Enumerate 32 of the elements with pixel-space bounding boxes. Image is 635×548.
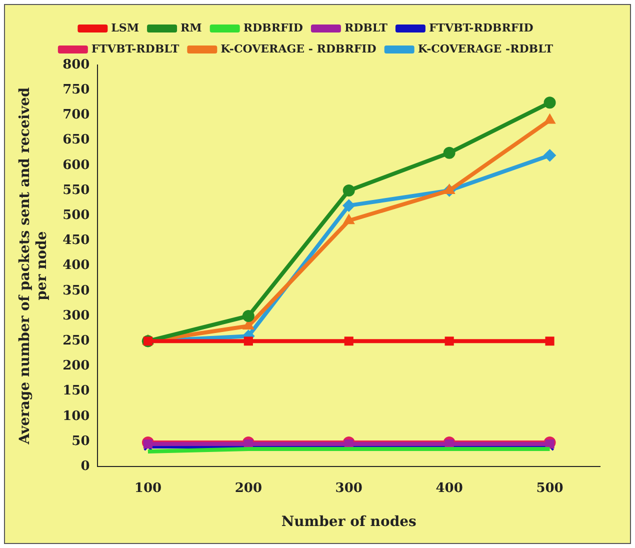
y-tick-label: 700 (62, 108, 90, 123)
legend-label: RDBRFID (243, 21, 304, 34)
y-tick-label: 350 (62, 283, 90, 298)
y-tick-label: 600 (62, 158, 90, 173)
x-tick-label: 400 (436, 480, 463, 496)
y-tick-label: 200 (62, 358, 90, 374)
y-tick-label: 800 (62, 57, 90, 72)
y-tick-label: 750 (62, 82, 90, 98)
x-tick-label: 500 (536, 480, 564, 496)
legend-label: FTVBT-RDBLT (91, 42, 180, 56)
y-tick-label: 550 (62, 182, 90, 198)
x-tick-label: 300 (335, 480, 362, 496)
x-tick-label: 200 (234, 480, 262, 496)
y-tick-label: 400 (62, 258, 90, 274)
y-tick-label: 250 (62, 333, 90, 348)
legend-label: RM (180, 21, 202, 34)
legend-label: K-COVERAGE -RDBLT (418, 42, 554, 56)
x-axis-title: Number of nodes (281, 514, 417, 530)
y-tick-label: 650 (62, 132, 90, 148)
y-tick-label: 50 (72, 434, 90, 449)
y-axis-title: Average number of packets sent and received per node (17, 87, 50, 446)
y-tick-label: 100 (62, 408, 90, 424)
y-tick-label: 300 (62, 308, 90, 324)
legend-label: LSM (111, 21, 140, 34)
y-tick-label: 500 (62, 208, 90, 223)
x-tick-label: 100 (134, 480, 162, 496)
legend-label: FTVBT-RDBRFID (428, 21, 534, 34)
legend-label: RDBLT (344, 21, 388, 34)
y-tick-label: 150 (62, 384, 90, 399)
legend-label: K-COVERAGE - RDBRFID (220, 42, 377, 56)
y-tick-label: 0 (80, 458, 90, 474)
y-tick-label: 450 (62, 233, 90, 248)
